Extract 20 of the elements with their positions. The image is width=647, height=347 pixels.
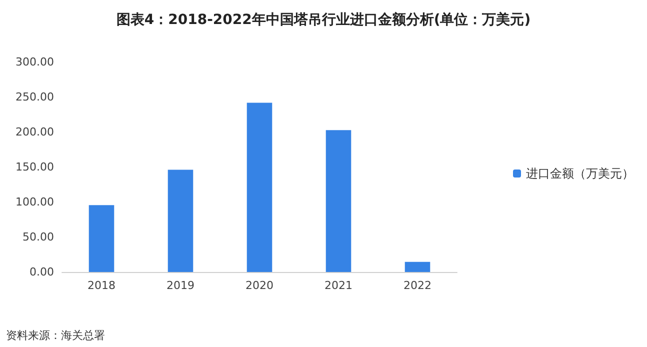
y-tick-label: 50.00: [22, 230, 54, 244]
bar: [326, 130, 352, 272]
y-tick-label: 250.00: [16, 90, 54, 104]
x-tick-label: 2020: [246, 279, 274, 292]
text: 资料来源：海关总署: [6, 329, 105, 342]
bar: [404, 262, 430, 272]
x-tick-label: 2018: [88, 279, 116, 292]
y-tick-label: 150.00: [16, 160, 54, 174]
x-tick-label: 2019: [166, 279, 194, 292]
x-tick-label: 2021: [324, 279, 352, 292]
x-tick-label: 2022: [404, 279, 432, 292]
chart-title: 图表4：2018-2022年中国塔吊行业进口金额分析(单位：万美元): [116, 11, 531, 28]
y-tick-label: 0.00: [30, 266, 54, 278]
bar: [88, 205, 114, 272]
y-tick-label: 300.00: [16, 56, 54, 68]
y-tick-label: 200.00: [16, 126, 54, 138]
legend-label: 进口金额（万美元）: [526, 166, 634, 180]
bar: [246, 102, 272, 272]
y-tick-label: 100.00: [16, 196, 54, 208]
bar: [168, 170, 194, 272]
